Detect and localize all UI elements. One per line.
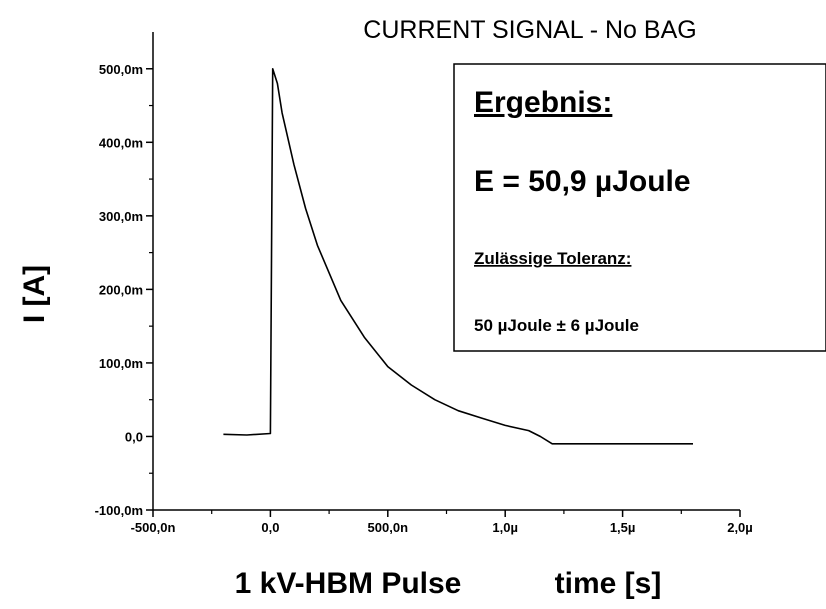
tolerance-label: Zulässige Toleranz: [474, 249, 631, 268]
x-axis-label-pulse: 1 kV-HBM Pulse [235, 567, 462, 600]
result-box: Ergebnis: E = 50,9 µJoule Zulässige Tole… [453, 63, 826, 352]
y-tick-label-0: -100,0m [95, 503, 143, 518]
x-tick-label-2: 500,0n [368, 520, 409, 535]
y-tick-label-3: 200,0m [99, 282, 143, 297]
tolerance-value: 50 µJoule ± 6 µJoule [474, 316, 639, 335]
y-tick-label-4: 300,0m [99, 209, 143, 224]
y-tick-label-2: 100,0m [99, 356, 143, 371]
y-axis-label: I [A] [18, 265, 51, 323]
x-tick-label-3: 1,0µ [492, 520, 518, 535]
x-axis-label-time: time [s] [555, 567, 662, 600]
result-box-frame [453, 63, 826, 352]
x-tick-label-1: 0,0 [261, 520, 279, 535]
result-value: E = 50,9 µJoule [474, 165, 691, 198]
x-tick-label-4: 1,5µ [610, 520, 636, 535]
x-tick-label-5: 2,0µ [727, 520, 753, 535]
plot-area: -100,0m 0,0 100,0m 200,0m 300,0m 400,0m 500,0m… [95, 32, 753, 535]
y-tick-label-6: 500,0m [99, 62, 143, 77]
y-tick-label-1: 0,0 [125, 429, 143, 444]
series-line-0 [223, 68, 693, 445]
result-heading: Ergebnis: [474, 86, 612, 119]
x-tick-label-0: -500,0n [131, 520, 176, 535]
y-tick-label-5: 400,0m [99, 135, 143, 150]
chart-title: CURRENT SIGNAL - No BAG [363, 16, 696, 44]
